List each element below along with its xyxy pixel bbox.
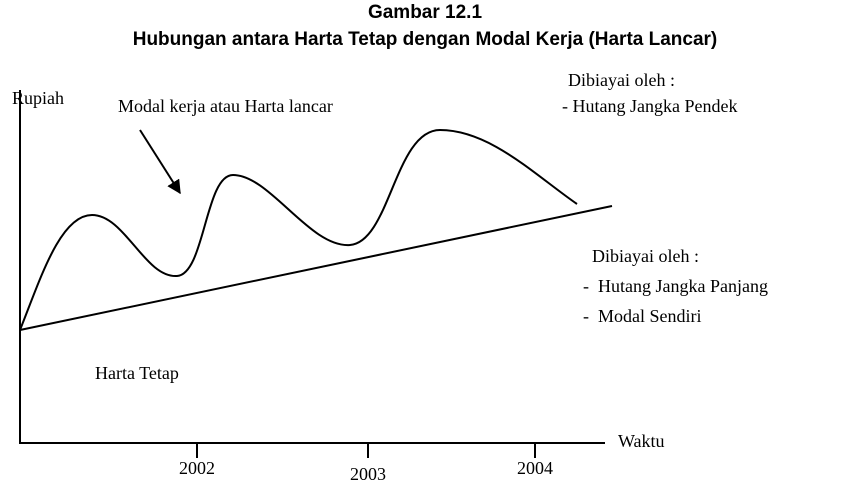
note-heading: Dibiayai oleh : xyxy=(592,246,699,266)
title: Gambar 12.1 xyxy=(368,2,482,23)
fixed-label: Harta Tetap xyxy=(95,363,179,383)
x-tick-label: 2004 xyxy=(517,458,553,478)
note-item: - Modal Sendiri xyxy=(583,306,702,326)
x-tick-label: 2003 xyxy=(350,464,386,484)
y-label: Rupiah xyxy=(12,88,64,108)
x-tick-label: 2002 xyxy=(179,458,215,478)
note-item: - Hutang Jangka Pendek xyxy=(562,96,737,116)
arrow xyxy=(139,129,181,195)
subtitle: Hubungan antara Harta Tetap dengan Modal… xyxy=(133,29,718,50)
note-heading: Dibiayai oleh : xyxy=(568,70,675,90)
curve-label: Modal kerja atau Harta lancar xyxy=(118,96,333,116)
x-label: Waktu xyxy=(618,431,665,451)
fixed-assets-line xyxy=(19,205,613,331)
note-item: - Hutang Jangka Panjang xyxy=(583,276,768,296)
working-capital-curve xyxy=(19,128,578,331)
